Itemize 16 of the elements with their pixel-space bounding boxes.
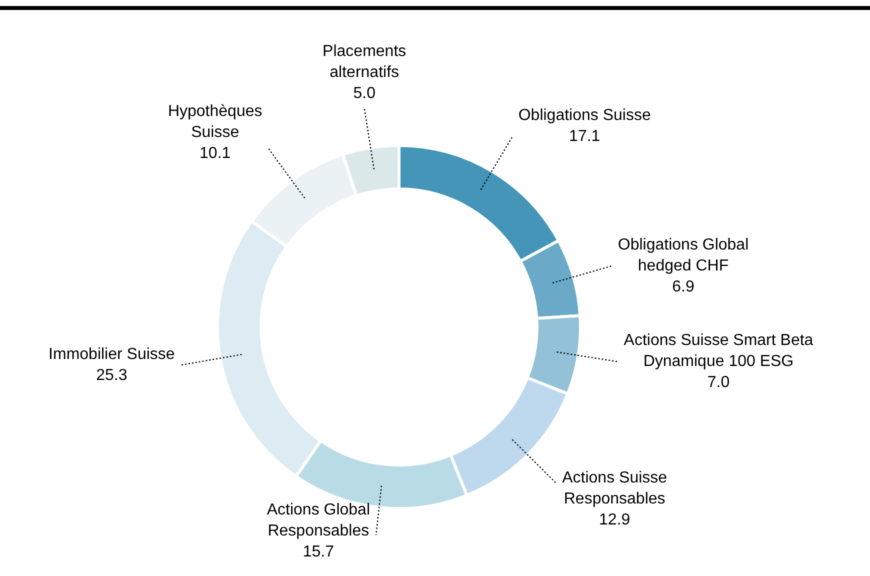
- slice-label: Actions Global Responsables: [266, 502, 370, 540]
- slice-label: Actions Suisse Smart Beta Dynamique 100 ESG: [624, 332, 814, 370]
- slice-label: Hypothèques Suisse: [168, 102, 262, 141]
- data-label: 25.3: [96, 366, 128, 384]
- data-label: 17.1: [569, 128, 600, 146]
- data-label: 7.0: [707, 374, 730, 392]
- slice-label: Obligations Suisse: [518, 107, 651, 124]
- data-label: 10.1: [200, 144, 231, 162]
- slice-label: Actions Suisse Responsables: [562, 469, 668, 508]
- data-label: 6.9: [672, 278, 694, 296]
- slice-label: Immobilier Suisse: [48, 346, 175, 363]
- data-label: 15.7: [302, 544, 334, 561]
- data-label: 12.9: [599, 511, 630, 528]
- slice-label: Placements alternatifs: [322, 43, 406, 82]
- data-label: 5.0: [353, 85, 376, 102]
- slice-label: Obligations Global hedged CHF: [618, 236, 749, 274]
